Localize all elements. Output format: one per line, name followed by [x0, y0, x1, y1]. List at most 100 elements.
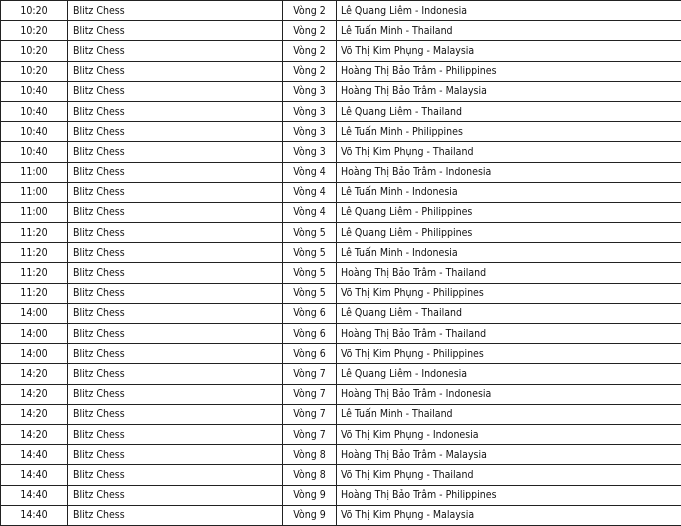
match-cell: Lê Tuấn Minh - Indonesia [336, 181, 681, 203]
round-cell: Vòng 6 [282, 302, 337, 325]
match-cell: Lê Quang Liêm - Thailand [336, 302, 681, 325]
event-cell: Blitz Chess [67, 363, 283, 385]
round-cell: Vòng 9 [282, 504, 337, 526]
time-cell: 10:40 [0, 100, 68, 123]
time-cell: 10:20 [0, 40, 68, 62]
match-cell: Võ Thị Kim Phụng - Thailand [336, 141, 681, 163]
event-cell: Blitz Chess [67, 141, 283, 163]
time-cell: 10:20 [0, 60, 68, 82]
table-row: 10:20 Blitz Chess Vòng 2 Võ Thị Kim Phụng -… [0, 40, 681, 62]
time-cell: 11:00 [0, 181, 68, 203]
time-cell: 14:20 [0, 423, 68, 446]
round-cell: Vòng 4 [282, 181, 337, 203]
round-cell: Vòng 8 [282, 444, 337, 466]
round-cell: Vòng 7 [282, 363, 337, 385]
round-cell: Vòng 5 [282, 262, 337, 284]
event-cell: Blitz Chess [67, 464, 283, 486]
round-cell: Vòng 2 [282, 40, 337, 62]
time-cell: 14:00 [0, 343, 68, 365]
time-cell: 10:40 [0, 80, 68, 102]
table-row: 10:20 Blitz Chess Vòng 2 Lê Tuấn Minh - Tha… [0, 20, 681, 42]
match-cell: Hoàng Thị Bảo Trâm - Philippines [336, 60, 681, 82]
round-cell: Vòng 6 [282, 343, 337, 365]
event-cell: Blitz Chess [67, 423, 283, 446]
table-row: 11:20 Blitz Chess Vòng 5 Hoàng Thị Bảo Trâm… [0, 262, 681, 284]
round-cell: Vòng 5 [282, 242, 337, 264]
round-cell: Vòng 9 [282, 484, 337, 506]
table-row: 10:20 Blitz Chess Vòng 2 Hoàng Thị Bảo Trâm… [0, 60, 681, 82]
event-cell: Blitz Chess [67, 484, 283, 506]
round-cell: Vòng 4 [282, 201, 337, 224]
time-cell: 11:00 [0, 201, 68, 224]
event-cell: Blitz Chess [67, 444, 283, 466]
table-row: 14:40 Blitz Chess Vòng 9 Võ Thị Kim Phụng -… [0, 504, 681, 526]
match-cell: Hoàng Thị Bảo Trâm - Thailand [336, 262, 681, 284]
match-cell: Võ Thị Kim Phụng - Indonesia [336, 423, 681, 446]
time-cell: 11:20 [0, 222, 68, 244]
table-row: 10:40 Blitz Chess Vòng 3 Lê Tuấn Minh - Phi… [0, 121, 681, 143]
round-cell: Vòng 7 [282, 383, 337, 405]
round-cell: Vòng 7 [282, 423, 337, 446]
time-cell: 11:20 [0, 262, 68, 284]
match-cell: Lê Quang Liêm - Indonesia [336, 0, 681, 22]
match-cell: Lê Tuấn Minh - Thailand [336, 403, 681, 425]
match-cell: Võ Thị Kim Phụng - Thailand [336, 464, 681, 486]
time-cell: 14:20 [0, 403, 68, 425]
match-cell: Hoàng Thị Bảo Trâm - Philippines [336, 484, 681, 506]
event-cell: Blitz Chess [67, 60, 283, 82]
event-cell: Blitz Chess [67, 0, 283, 22]
table-row: 10:20 Blitz Chess Vòng 2 Lê Quang Liêm - In… [0, 0, 681, 22]
match-cell: Hoàng Thị Bảo Trâm - Malaysia [336, 444, 681, 466]
round-cell: Vòng 3 [282, 80, 337, 102]
event-cell: Blitz Chess [67, 322, 283, 345]
match-cell: Lê Quang Liêm - Indonesia [336, 363, 681, 385]
table-row: 14:20 Blitz Chess Vòng 7 Hoàng Thị Bảo Trâm… [0, 383, 681, 405]
table-row: 11:20 Blitz Chess Vòng 5 Võ Thị Kim Phụng -… [0, 282, 681, 304]
round-cell: Vòng 4 [282, 161, 337, 183]
event-cell: Blitz Chess [67, 80, 283, 102]
time-cell: 11:20 [0, 242, 68, 264]
match-cell: Hoàng Thị Bảo Trâm - Thailand [336, 322, 681, 345]
match-cell: Lê Tuấn Minh - Thailand [336, 20, 681, 42]
table-row: 11:00 Blitz Chess Vòng 4 Lê Quang Liêm - Ph… [0, 201, 681, 224]
table-row: 14:20 Blitz Chess Vòng 7 Lê Tuấn Minh - Tha… [0, 403, 681, 425]
table-row: 11:00 Blitz Chess Vòng 4 Lê Tuấn Minh - Ind… [0, 181, 681, 203]
match-cell: Hoàng Thị Bảo Trâm - Malaysia [336, 80, 681, 102]
event-cell: Blitz Chess [67, 403, 283, 425]
event-cell: Blitz Chess [67, 20, 283, 42]
round-cell: Vòng 3 [282, 100, 337, 123]
time-cell: 14:40 [0, 484, 68, 506]
table-row: 14:40 Blitz Chess Vòng 8 Võ Thị Kim Phụng -… [0, 464, 681, 486]
round-cell: Vòng 3 [282, 121, 337, 143]
event-cell: Blitz Chess [67, 100, 283, 123]
event-cell: Blitz Chess [67, 161, 283, 183]
time-cell: 11:20 [0, 282, 68, 304]
match-cell: Lê Tuấn Minh - Indonesia [336, 242, 681, 264]
event-cell: Blitz Chess [67, 181, 283, 203]
time-cell: 10:40 [0, 121, 68, 143]
match-cell: Lê Tuấn Minh - Philippines [336, 121, 681, 143]
event-cell: Blitz Chess [67, 282, 283, 304]
match-cell: Võ Thị Kim Phụng - Philippines [336, 282, 681, 304]
table-row: 10:40 Blitz Chess Vòng 3 Hoàng Thị Bảo Trâm… [0, 80, 681, 102]
time-cell: 10:40 [0, 141, 68, 163]
event-cell: Blitz Chess [67, 262, 283, 284]
round-cell: Vòng 2 [282, 60, 337, 82]
match-cell: Lê Quang Liêm - Thailand [336, 100, 681, 123]
match-cell: Hoàng Thị Bảo Trâm - Indonesia [336, 161, 681, 183]
round-cell: Vòng 2 [282, 0, 337, 22]
match-cell: Võ Thị Kim Phụng - Malaysia [336, 504, 681, 526]
time-cell: 14:40 [0, 504, 68, 526]
round-cell: Vòng 8 [282, 464, 337, 486]
event-cell: Blitz Chess [67, 302, 283, 325]
table-row: 10:40 Blitz Chess Vòng 3 Võ Thị Kim Phụng -… [0, 141, 681, 163]
event-cell: Blitz Chess [67, 504, 283, 526]
event-cell: Blitz Chess [67, 383, 283, 405]
event-cell: Blitz Chess [67, 242, 283, 264]
time-cell: 14:00 [0, 302, 68, 325]
round-cell: Vòng 7 [282, 403, 337, 425]
table-row: 11:00 Blitz Chess Vòng 4 Hoàng Thị Bảo Trâm… [0, 161, 681, 183]
time-cell: 14:00 [0, 322, 68, 345]
table-row: 11:20 Blitz Chess Vòng 5 Lê Tuấn Minh - Ind… [0, 242, 681, 264]
